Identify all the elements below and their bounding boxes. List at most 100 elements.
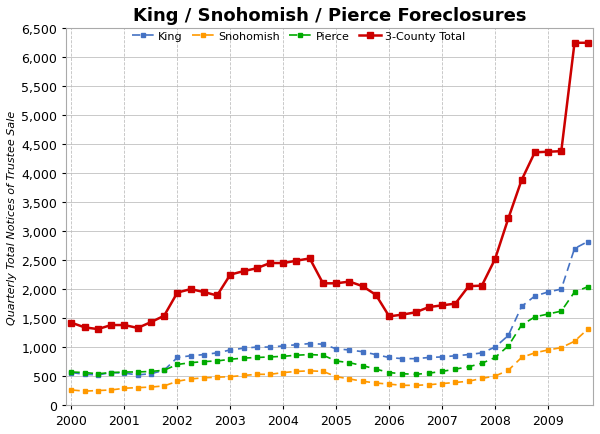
Pierce xyxy=(280,354,287,359)
King xyxy=(465,352,472,357)
3-County Total xyxy=(491,257,499,262)
Pierce xyxy=(266,355,274,360)
King xyxy=(386,355,393,360)
3-County Total xyxy=(240,269,247,274)
3-County Total xyxy=(544,150,551,155)
Snohomish xyxy=(557,345,565,350)
Pierce xyxy=(505,343,512,349)
Snohomish xyxy=(107,388,115,393)
Snohomish xyxy=(373,381,380,386)
Snohomish xyxy=(214,375,221,380)
Legend: King, Snohomish, Pierce, 3-County Total: King, Snohomish, Pierce, 3-County Total xyxy=(130,29,467,44)
Pierce xyxy=(227,357,234,362)
Snohomish xyxy=(319,369,326,374)
Snohomish xyxy=(187,376,194,381)
King xyxy=(174,355,181,360)
3-County Total xyxy=(134,326,141,331)
3-County Total xyxy=(266,261,274,266)
Snohomish xyxy=(332,374,340,379)
King xyxy=(399,356,406,362)
Snohomish xyxy=(386,381,393,387)
Pierce xyxy=(187,360,194,365)
Pierce xyxy=(68,369,75,375)
Snohomish xyxy=(478,376,485,381)
3-County Total xyxy=(412,310,419,315)
King xyxy=(293,342,300,348)
Pierce xyxy=(293,353,300,358)
Pierce xyxy=(200,359,208,364)
Snohomish xyxy=(94,388,101,393)
Snohomish xyxy=(227,374,234,379)
Snohomish xyxy=(240,373,247,378)
Snohomish xyxy=(68,388,75,393)
Line: Pierce: Pierce xyxy=(70,285,590,377)
Pierce xyxy=(518,323,525,328)
Snohomish xyxy=(280,370,287,375)
Pierce xyxy=(306,352,313,357)
King xyxy=(571,247,578,252)
3-County Total xyxy=(518,178,525,183)
Snohomish xyxy=(346,376,353,381)
Pierce xyxy=(571,290,578,295)
King xyxy=(187,353,194,358)
Pierce xyxy=(174,362,181,367)
3-County Total xyxy=(227,273,234,278)
Pierce xyxy=(134,369,141,375)
3-County Total xyxy=(359,284,366,289)
3-County Total xyxy=(584,41,592,46)
King xyxy=(478,350,485,355)
3-County Total xyxy=(200,290,208,295)
Line: 3-County Total: 3-County Total xyxy=(68,41,590,332)
3-County Total xyxy=(399,312,406,318)
Pierce xyxy=(531,315,538,320)
Pierce xyxy=(107,370,115,375)
King xyxy=(373,352,380,357)
Snohomish xyxy=(531,350,538,355)
3-County Total xyxy=(571,41,578,46)
King xyxy=(452,353,459,358)
King xyxy=(227,348,234,353)
Pierce xyxy=(439,369,446,374)
Pierce xyxy=(240,355,247,361)
King xyxy=(134,372,141,378)
Pierce xyxy=(557,309,565,314)
Snohomish xyxy=(439,381,446,386)
King xyxy=(544,290,551,295)
King xyxy=(439,355,446,360)
King xyxy=(214,350,221,355)
3-County Total xyxy=(214,293,221,299)
Snohomish xyxy=(425,382,433,388)
Snohomish xyxy=(253,372,260,377)
Title: King / Snohomish / Pierce Foreclosures: King / Snohomish / Pierce Foreclosures xyxy=(133,7,526,25)
King xyxy=(240,346,247,351)
Pierce xyxy=(373,367,380,372)
Snohomish xyxy=(359,379,366,384)
3-County Total xyxy=(161,313,168,319)
King xyxy=(94,372,101,378)
Snohomish xyxy=(452,380,459,385)
King xyxy=(518,304,525,309)
Pierce xyxy=(214,358,221,364)
Pierce xyxy=(425,371,433,376)
Pierce xyxy=(121,369,128,375)
Pierce xyxy=(465,364,472,369)
3-County Total xyxy=(293,259,300,264)
Snohomish xyxy=(200,375,208,381)
Snohomish xyxy=(571,339,578,344)
3-County Total xyxy=(121,323,128,328)
Pierce xyxy=(412,372,419,377)
King xyxy=(68,370,75,375)
Pierce xyxy=(81,370,88,375)
3-County Total xyxy=(147,320,154,325)
Snohomish xyxy=(491,374,499,379)
King xyxy=(253,345,260,350)
King xyxy=(200,352,208,357)
King xyxy=(107,370,115,375)
Pierce xyxy=(544,312,551,317)
Line: Snohomish: Snohomish xyxy=(70,327,590,393)
Snohomish xyxy=(544,348,551,353)
Pierce xyxy=(346,360,353,365)
3-County Total xyxy=(386,314,393,319)
Y-axis label: Quarterly Total Notices of Trustee Sale: Quarterly Total Notices of Trustee Sale xyxy=(7,110,17,324)
Pierce xyxy=(491,355,499,360)
